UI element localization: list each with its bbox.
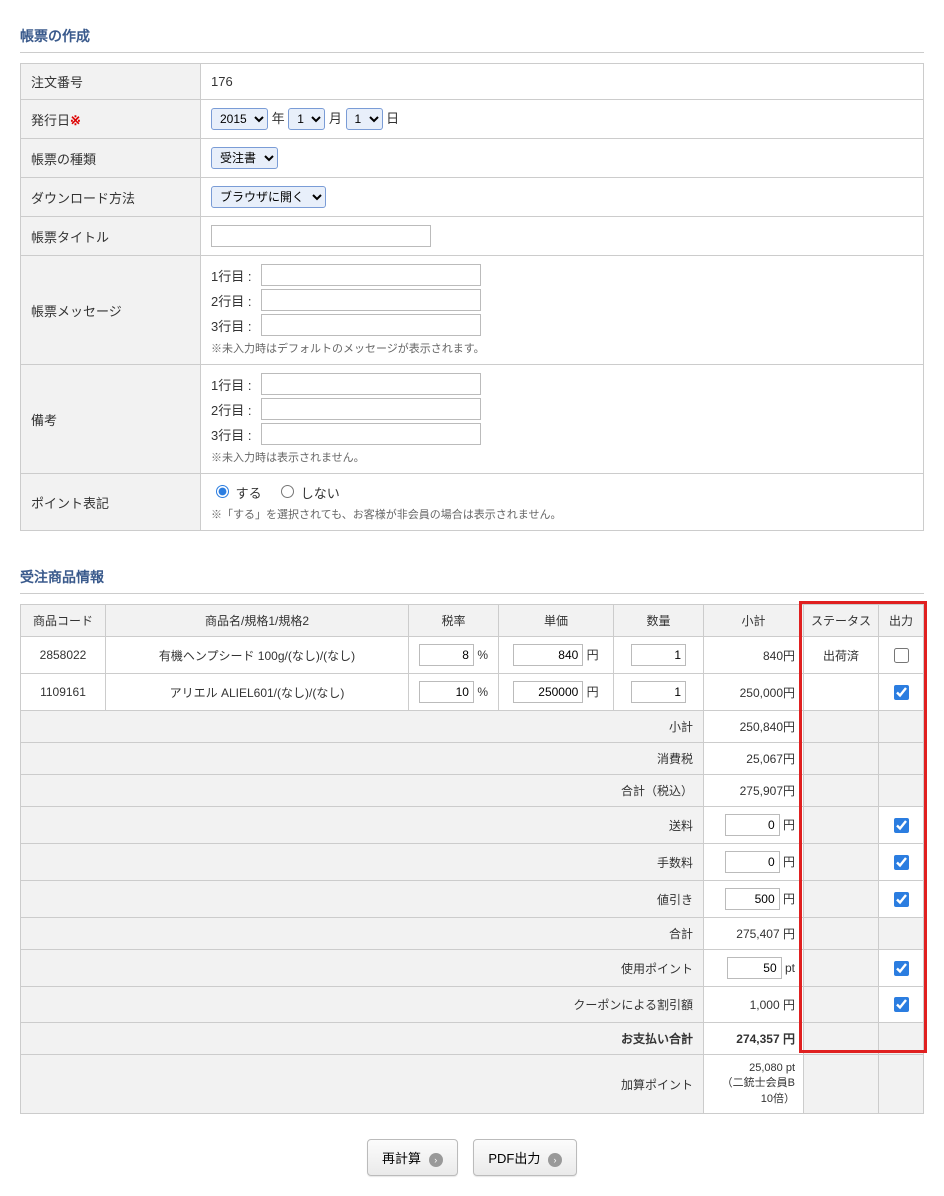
remarks-label: 備考 xyxy=(21,365,201,474)
qty-input[interactable] xyxy=(631,644,686,666)
download-label: ダウンロード方法 xyxy=(21,178,201,217)
shipping-input[interactable] xyxy=(725,814,780,836)
issue-date-label: 発行日※ xyxy=(21,100,201,139)
tax-input[interactable] xyxy=(419,644,474,666)
recalc-button[interactable]: 再計算 › xyxy=(367,1139,458,1176)
tax-input[interactable] xyxy=(419,681,474,703)
download-select[interactable]: ブラウザに開く xyxy=(211,186,326,208)
th-price: 単価 xyxy=(499,605,614,637)
output-checkbox[interactable] xyxy=(894,892,909,907)
remarks-note: ※未入力時は表示されません。 xyxy=(211,449,913,465)
fee-input[interactable] xyxy=(725,851,780,873)
point-no-radio[interactable]: しない xyxy=(276,486,340,501)
output-checkbox[interactable] xyxy=(894,961,909,976)
th-name: 商品名/規格1/規格2 xyxy=(106,605,409,637)
th-qty: 数量 xyxy=(614,605,704,637)
th-output: 出力 xyxy=(879,605,924,637)
th-status: ステータス xyxy=(804,605,879,637)
pdf-button[interactable]: PDF出力 › xyxy=(473,1139,577,1176)
remarks-line2-input[interactable] xyxy=(261,398,481,420)
th-code: 商品コード xyxy=(21,605,106,637)
month-select[interactable]: 1 xyxy=(288,108,325,130)
form-section-title: 帳票の作成 xyxy=(20,20,924,53)
button-row: 再計算 › PDF出力 › xyxy=(20,1139,924,1176)
order-no-value: 176 xyxy=(201,64,924,100)
price-input[interactable] xyxy=(513,644,583,666)
message-line2-input[interactable] xyxy=(261,289,481,311)
th-tax: 税率 xyxy=(409,605,499,637)
point-note: ※「する」を選択されても、お客様が非会員の場合は表示されません。 xyxy=(211,506,913,522)
table-row: 2858022 有機ヘンプシード 100g/(なし)/(なし) % 円 840円… xyxy=(21,637,924,674)
point-label: ポイント表記 xyxy=(21,474,201,531)
day-select[interactable]: 1 xyxy=(346,108,383,130)
output-checkbox[interactable] xyxy=(894,685,909,700)
message-label: 帳票メッセージ xyxy=(21,256,201,365)
message-line3-input[interactable] xyxy=(261,314,481,336)
output-checkbox[interactable] xyxy=(894,648,909,663)
point-yes-radio[interactable]: する xyxy=(211,486,262,501)
discount-input[interactable] xyxy=(725,888,780,910)
th-subtotal: 小計 xyxy=(704,605,804,637)
use-point-input[interactable] xyxy=(727,957,782,979)
output-checkbox[interactable] xyxy=(894,855,909,870)
message-line1-input[interactable] xyxy=(261,264,481,286)
remarks-line3-input[interactable] xyxy=(261,423,481,445)
product-section-title: 受注商品情報 xyxy=(20,561,924,594)
product-table: 商品コード 商品名/規格1/規格2 税率 単価 数量 小計 ステータス 出力 2… xyxy=(20,604,924,1114)
qty-input[interactable] xyxy=(631,681,686,703)
year-select[interactable]: 2015 xyxy=(211,108,268,130)
issue-date-cell: 2015 年 1 月 1 日 xyxy=(201,100,924,139)
form-table: 注文番号 176 発行日※ 2015 年 1 月 1 日 帳票の種類 受注書 ダ… xyxy=(20,63,924,531)
remarks-line1-input[interactable] xyxy=(261,373,481,395)
doc-type-label: 帳票の種類 xyxy=(21,139,201,178)
doc-type-select[interactable]: 受注書 xyxy=(211,147,278,169)
price-input[interactable] xyxy=(513,681,583,703)
message-note: ※未入力時はデフォルトのメッセージが表示されます。 xyxy=(211,340,913,356)
output-checkbox[interactable] xyxy=(894,997,909,1012)
chevron-right-icon: › xyxy=(548,1153,562,1167)
output-checkbox[interactable] xyxy=(894,818,909,833)
title-input[interactable] xyxy=(211,225,431,247)
title-label: 帳票タイトル xyxy=(21,217,201,256)
order-no-label: 注文番号 xyxy=(21,64,201,100)
table-row: 1109161 アリエル ALIEL601/(なし)/(なし) % 円 250,… xyxy=(21,674,924,711)
chevron-right-icon: › xyxy=(429,1153,443,1167)
